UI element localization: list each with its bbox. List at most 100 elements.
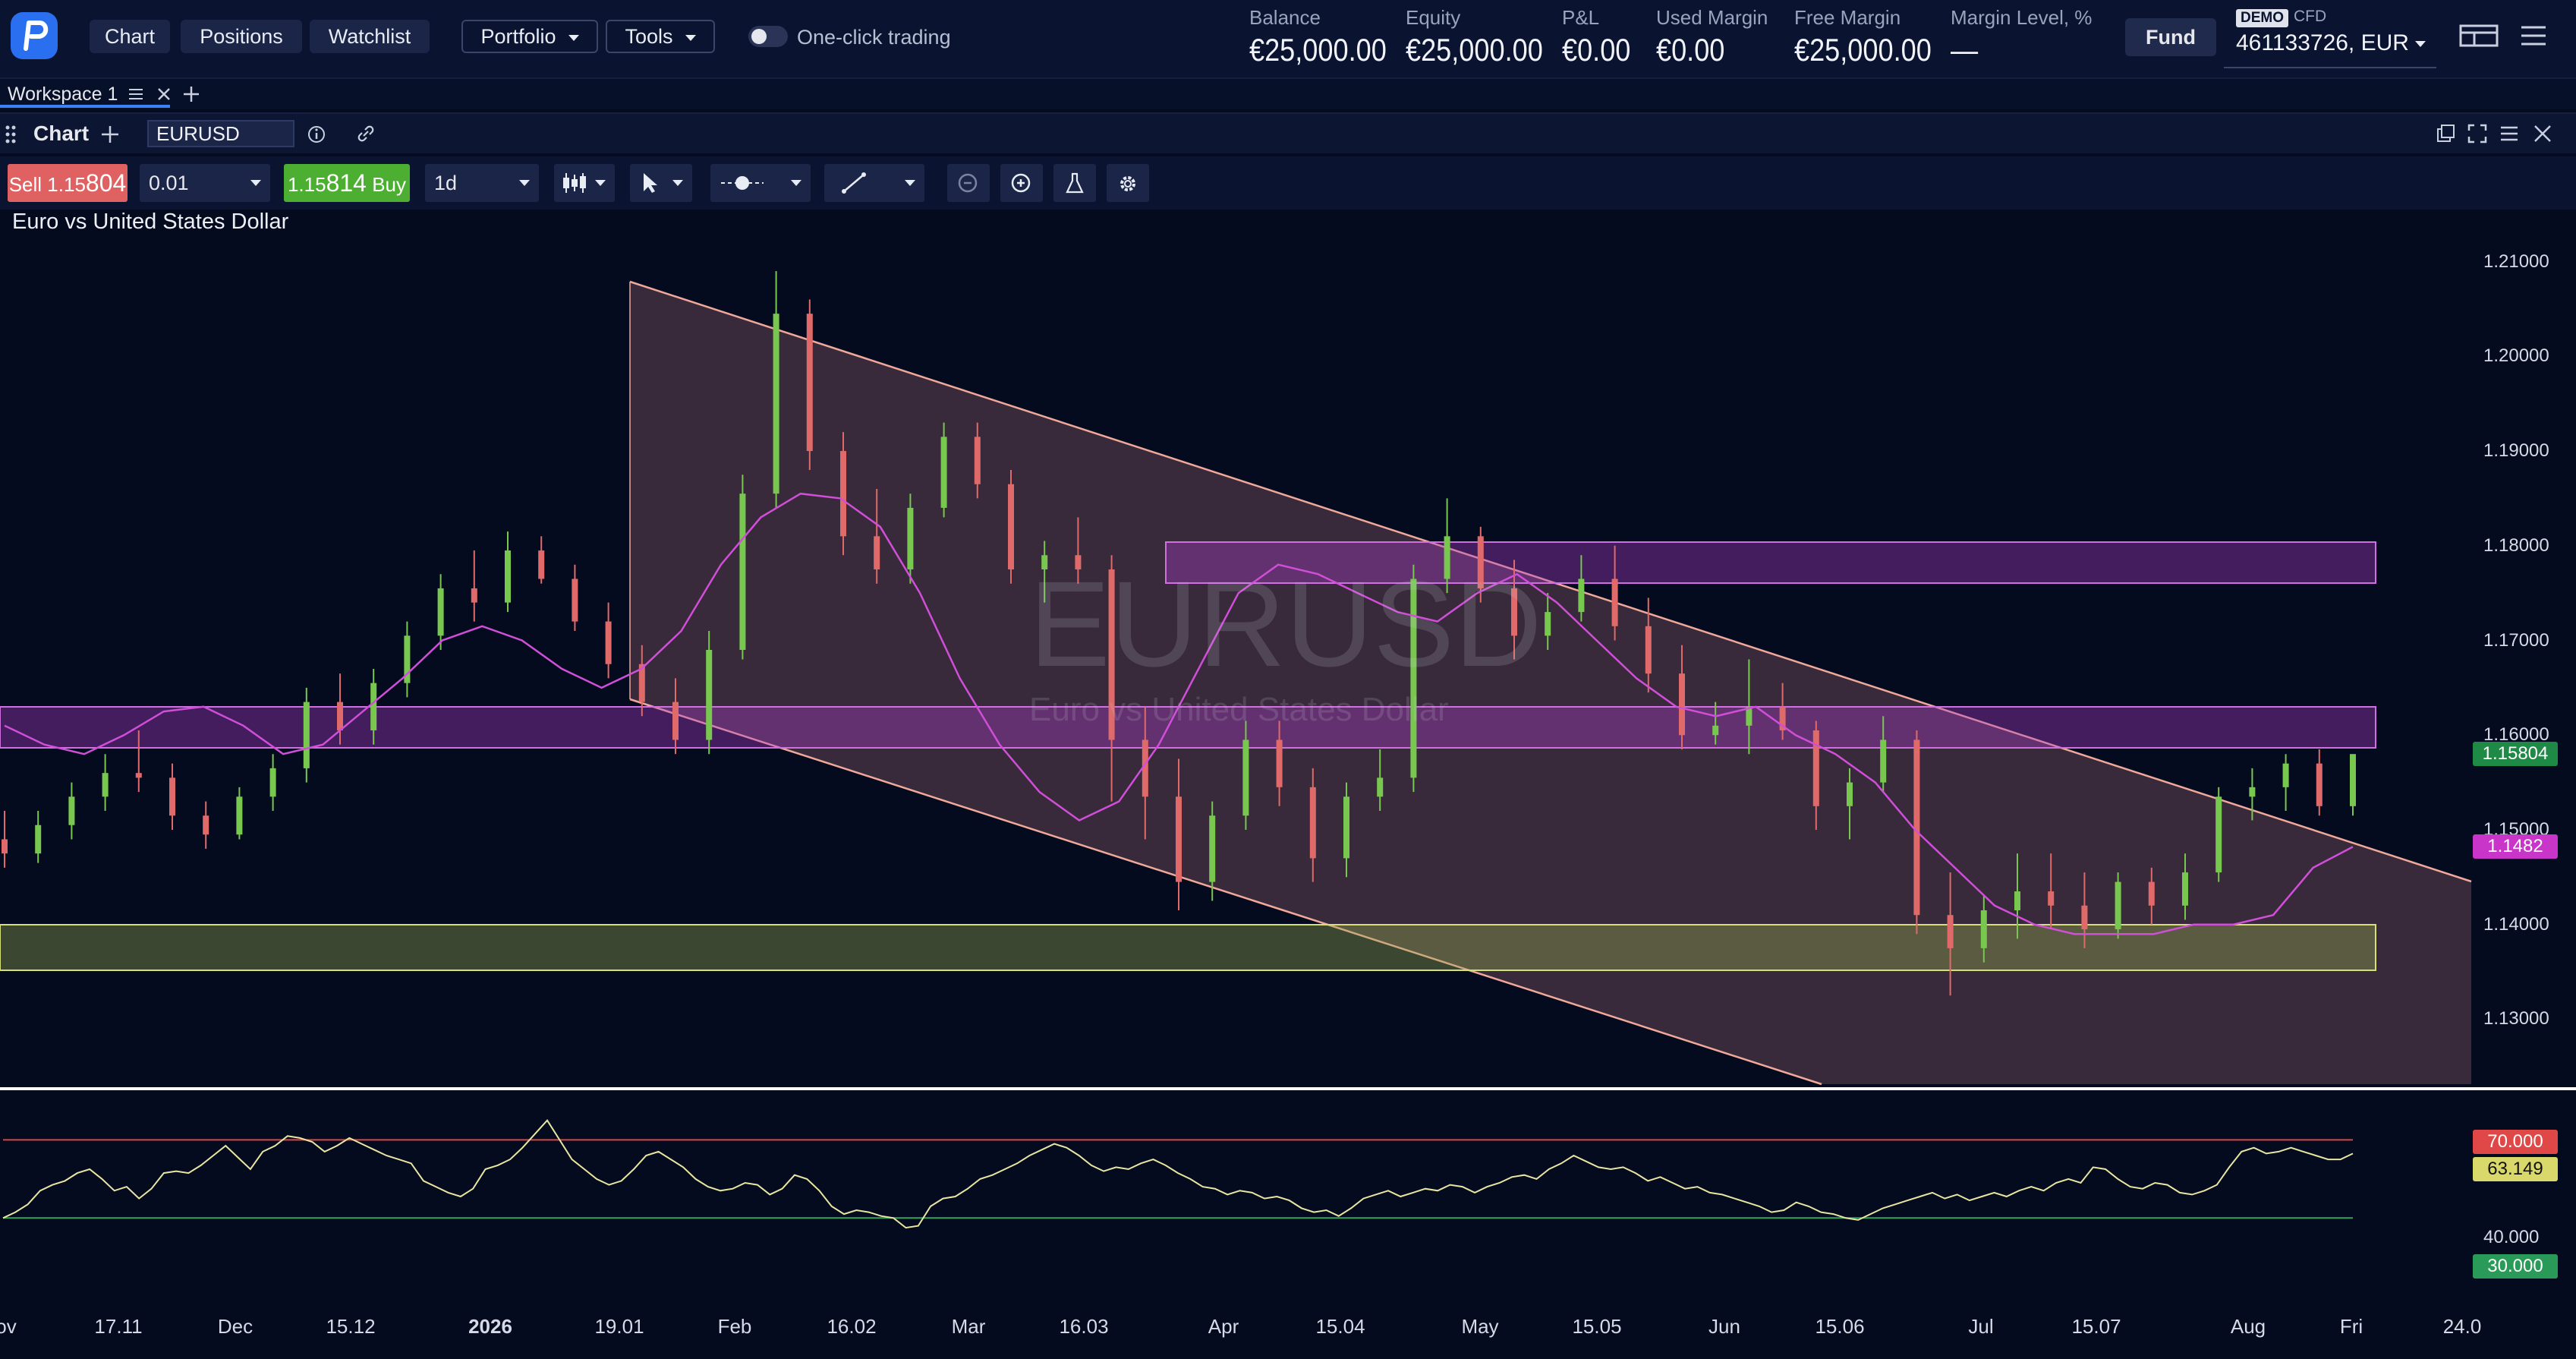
candle [2115, 872, 2121, 939]
buy-price-main: 1.15 [287, 173, 326, 196]
nav-positions[interactable]: Positions [181, 20, 302, 53]
link-icon[interactable] [355, 123, 376, 144]
add-chart-icon[interactable] [100, 125, 120, 144]
sell-price-main: 1.15 [47, 173, 86, 196]
candle-body [806, 314, 813, 452]
sell-button[interactable]: Sell 1.15804 [8, 164, 128, 202]
account-selector[interactable]: 461133726, EUR [2236, 30, 2426, 56]
panel-menu-icon[interactable] [2499, 123, 2520, 144]
nav-chart[interactable]: Chart [90, 20, 170, 53]
resistance-zone-upper [1165, 541, 2376, 584]
line-tool-button[interactable] [824, 164, 924, 202]
drag-handle-icon[interactable] [5, 125, 17, 144]
chart-drawings [0, 280, 2576, 1090]
candle [1008, 470, 1014, 584]
app-logo[interactable] [11, 12, 58, 59]
quantity-input[interactable]: 0.01 [140, 164, 270, 202]
candle [1645, 598, 1652, 693]
flask-icon [1066, 172, 1084, 194]
candle [1847, 768, 1853, 840]
candle [940, 422, 947, 518]
nav-watchlist[interactable]: Watchlist [310, 20, 430, 53]
candle [1880, 716, 1887, 793]
indicators-button[interactable] [1053, 164, 1096, 202]
candle-body [1511, 588, 1517, 636]
candle-body [2350, 754, 2356, 806]
candle-body [1779, 706, 1786, 731]
candle [1980, 896, 1987, 963]
price-chart[interactable] [0, 210, 2576, 1090]
candle-body [337, 702, 343, 731]
price-tick: 1.14000 [2483, 913, 2549, 935]
candle [102, 754, 109, 812]
chevron-down-icon [791, 180, 801, 186]
fullscreen-icon[interactable] [2467, 123, 2488, 144]
info-icon[interactable] [307, 125, 326, 144]
candle [1779, 683, 1786, 740]
free-margin-value: €25,000.00 [1794, 32, 1932, 68]
menu-icon[interactable] [2518, 23, 2549, 50]
pnl-value: €0.00 [1562, 32, 1631, 68]
candle-body [2, 839, 8, 854]
time-tick: 2026 [468, 1315, 512, 1338]
one-click-toggle[interactable] [748, 26, 788, 47]
candle-body [1309, 787, 1316, 859]
workspace-tab[interactable]: Workspace 1 [8, 80, 118, 108]
popout-icon[interactable] [2435, 123, 2456, 144]
settings-button[interactable] [1107, 164, 1149, 202]
candle-body [2282, 763, 2289, 787]
add-tab-icon[interactable] [182, 85, 200, 103]
candle [1309, 768, 1316, 882]
candle [68, 782, 75, 840]
price-scale[interactable]: 1.21000 1.20000 1.19000 1.18000 1.17000 1.160… [2477, 210, 2576, 1359]
candle [505, 531, 511, 613]
symbol-input[interactable]: EURUSD [147, 120, 294, 147]
crosshair-tool-button[interactable] [710, 164, 811, 202]
workspace-tab-label: Workspace 1 [8, 84, 118, 105]
candle [169, 763, 175, 830]
candle [2, 811, 8, 868]
zoom-out-button[interactable] [947, 164, 990, 202]
chevron-down-icon [568, 34, 579, 41]
chart-watermark: EURUSD [1029, 556, 1542, 692]
rsi-chart[interactable] [0, 1093, 2576, 1306]
workspace-tab-strip: Workspace 1 [0, 79, 2576, 109]
candle [1377, 749, 1384, 812]
chevron-down-icon [519, 180, 530, 186]
zoom-in-button[interactable] [1000, 164, 1043, 202]
time-tick: 16.02 [827, 1315, 877, 1338]
candle [1712, 702, 1719, 745]
close-tab-icon[interactable] [156, 87, 172, 102]
layout-icon[interactable] [2459, 23, 2500, 50]
cursor-tool-button[interactable] [630, 164, 692, 202]
chart-type-button[interactable] [554, 164, 615, 202]
account-type: CFD [2294, 8, 2327, 25]
used-margin-label: Used Margin [1656, 6, 1768, 29]
candle-body [605, 621, 612, 664]
candle [1812, 720, 1819, 830]
time-tick: Apr [1208, 1315, 1239, 1338]
tools-dropdown[interactable]: Tools [606, 20, 715, 53]
timeframe-select[interactable]: 1d [425, 164, 539, 202]
candle-body [1242, 739, 1249, 816]
price-tick: 1.19000 [2483, 440, 2549, 462]
used-margin-value: €0.00 [1656, 32, 1725, 68]
portfolio-dropdown[interactable]: Portfolio [461, 20, 598, 53]
tab-menu-icon[interactable] [128, 87, 144, 102]
time-tick: 15.06 [1815, 1315, 1865, 1338]
close-panel-icon[interactable] [2532, 123, 2553, 144]
buy-button[interactable]: 1.15814 Buy [284, 164, 410, 202]
candle-body [505, 550, 511, 603]
candle [471, 550, 477, 622]
account-underline [2224, 67, 2436, 68]
candle [203, 801, 209, 849]
portfolio-label: Portfolio [480, 25, 556, 48]
candle [2048, 853, 2055, 929]
fund-button[interactable]: Fund [2125, 18, 2216, 56]
price-tick: 1.20000 [2483, 345, 2549, 367]
time-tick: Fri [2339, 1315, 2363, 1338]
candle-body [2081, 905, 2088, 929]
candle-body [638, 664, 645, 702]
time-tick: Mar [951, 1315, 986, 1338]
